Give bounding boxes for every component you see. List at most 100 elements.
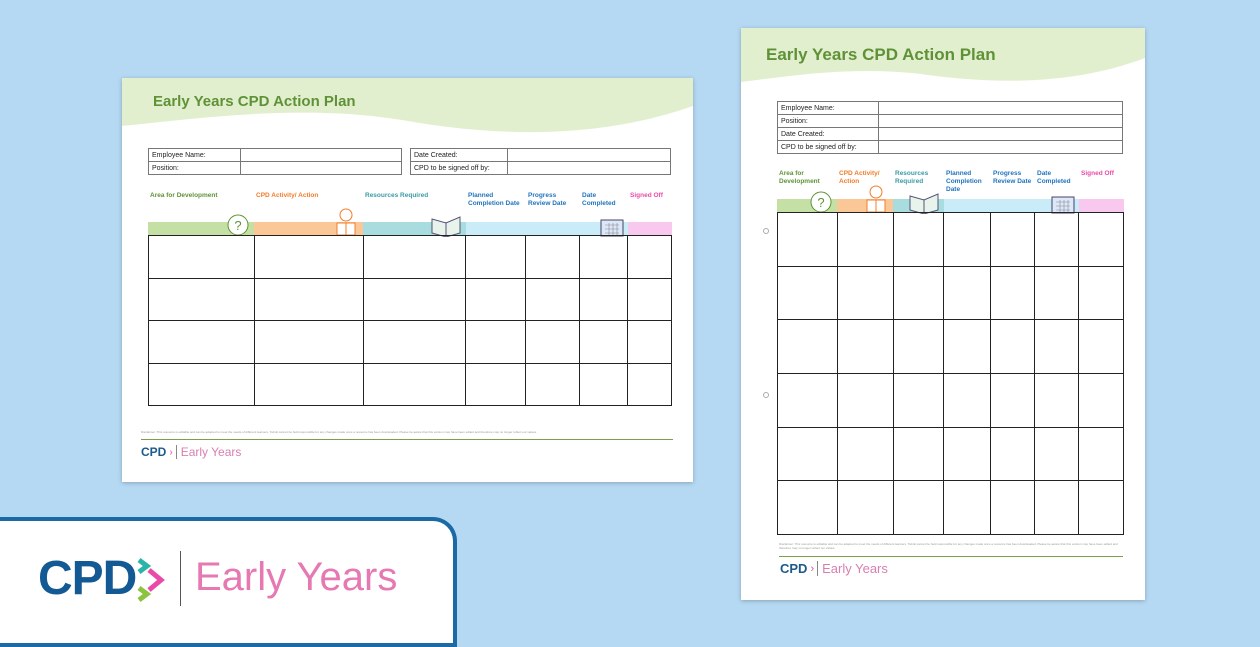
table-cell[interactable] xyxy=(362,235,467,279)
table-cell[interactable] xyxy=(836,212,894,267)
table-cell[interactable] xyxy=(627,235,672,279)
info-value[interactable] xyxy=(878,101,1123,115)
table-cell[interactable] xyxy=(579,320,629,364)
info-label: Employee Name: xyxy=(148,148,241,162)
table-row xyxy=(148,235,672,279)
table-cell[interactable] xyxy=(148,362,255,406)
table-cell[interactable] xyxy=(892,265,945,321)
table-cell[interactable] xyxy=(253,362,364,406)
info-value[interactable] xyxy=(878,140,1123,154)
table-cell[interactable] xyxy=(253,320,364,364)
table-cell[interactable] xyxy=(836,426,894,482)
table-cell[interactable] xyxy=(836,372,894,428)
table-cell[interactable] xyxy=(777,319,838,374)
footer-rule xyxy=(779,556,1123,557)
table-cell[interactable] xyxy=(1078,212,1124,267)
column-color-band xyxy=(944,199,991,212)
table-cell[interactable] xyxy=(525,235,581,279)
table-cell[interactable] xyxy=(1078,265,1124,321)
table-cell[interactable] xyxy=(777,212,838,267)
table-cell[interactable] xyxy=(253,235,364,279)
info-value[interactable] xyxy=(878,127,1123,141)
table-cell[interactable] xyxy=(990,372,1036,428)
info-value[interactable] xyxy=(878,114,1123,128)
column-header: Date Completed xyxy=(582,192,616,207)
table-cell[interactable] xyxy=(892,212,945,267)
footer-rule xyxy=(141,439,673,440)
table-cell[interactable] xyxy=(943,212,992,267)
table-cell[interactable] xyxy=(943,372,992,428)
table-cell[interactable] xyxy=(990,480,1036,535)
table-cell[interactable] xyxy=(892,480,945,535)
table-cell[interactable] xyxy=(892,426,945,482)
table-cell[interactable] xyxy=(362,277,467,321)
table-cell[interactable] xyxy=(777,426,838,482)
table-cell[interactable] xyxy=(1034,480,1080,535)
footer-logo: CPD › Early Years xyxy=(780,561,888,576)
punch-hole xyxy=(763,392,769,398)
table-cell[interactable] xyxy=(1034,212,1080,267)
table-cell[interactable] xyxy=(1034,372,1080,428)
table-cell[interactable] xyxy=(1078,426,1124,482)
table-cell[interactable] xyxy=(1034,426,1080,482)
table-cell[interactable] xyxy=(1034,319,1080,374)
table-cell[interactable] xyxy=(990,319,1036,374)
table-cell[interactable] xyxy=(465,362,527,406)
table-cell[interactable] xyxy=(990,265,1036,321)
table-cell[interactable] xyxy=(892,319,945,374)
table-cell[interactable] xyxy=(627,320,672,364)
table-cell[interactable] xyxy=(836,319,894,374)
column-header: Signed Off xyxy=(630,192,663,199)
table-cell[interactable] xyxy=(892,372,945,428)
table-cell[interactable] xyxy=(777,480,838,535)
table-row xyxy=(777,212,1124,267)
table-cell[interactable] xyxy=(777,265,838,321)
column-color-band xyxy=(466,222,526,235)
table-cell[interactable] xyxy=(579,235,629,279)
table-row xyxy=(777,372,1124,428)
table-cell[interactable] xyxy=(777,372,838,428)
table-cell[interactable] xyxy=(148,277,255,321)
table-cell[interactable] xyxy=(525,277,581,321)
date-info-table: Date Created: CPD to be signed off by: xyxy=(410,148,671,175)
brand-banner: CPD Early Years xyxy=(0,517,457,647)
table-cell[interactable] xyxy=(943,480,992,535)
table-cell[interactable] xyxy=(362,320,467,364)
table-cell[interactable] xyxy=(1078,319,1124,374)
table-cell[interactable] xyxy=(1034,265,1080,321)
table-cell[interactable] xyxy=(465,320,527,364)
table-cell[interactable] xyxy=(836,265,894,321)
chevrons-icon: › xyxy=(810,562,815,575)
table-cell[interactable] xyxy=(362,362,467,406)
column-header: Area for Development xyxy=(150,192,218,199)
table-cell[interactable] xyxy=(253,277,364,321)
table-cell[interactable] xyxy=(990,426,1036,482)
info-value[interactable] xyxy=(507,148,671,162)
table-cell[interactable] xyxy=(943,265,992,321)
table-cell[interactable] xyxy=(465,235,527,279)
table-cell[interactable] xyxy=(525,320,581,364)
column-header: Signed Off xyxy=(1081,170,1114,177)
table-cell[interactable] xyxy=(579,277,629,321)
table-cell[interactable] xyxy=(465,277,527,321)
info-value[interactable] xyxy=(240,161,402,175)
table-row xyxy=(777,480,1124,535)
info-value[interactable] xyxy=(240,148,402,162)
table-cell[interactable] xyxy=(990,212,1036,267)
table-cell[interactable] xyxy=(627,362,672,406)
logo-separator xyxy=(180,551,181,606)
table-cell[interactable] xyxy=(1078,372,1124,428)
table-cell[interactable] xyxy=(627,277,672,321)
table-cell[interactable] xyxy=(943,319,992,374)
table-cell[interactable] xyxy=(1078,480,1124,535)
info-value[interactable] xyxy=(507,161,671,175)
table-cell[interactable] xyxy=(148,235,255,279)
table-cell[interactable] xyxy=(836,480,894,535)
table-cell[interactable] xyxy=(943,426,992,482)
info-label: Position: xyxy=(777,114,879,128)
table-cell[interactable] xyxy=(525,362,581,406)
column-header: Resources Required xyxy=(365,192,429,199)
column-color-band xyxy=(526,222,580,235)
table-cell[interactable] xyxy=(579,362,629,406)
table-cell[interactable] xyxy=(148,320,255,364)
